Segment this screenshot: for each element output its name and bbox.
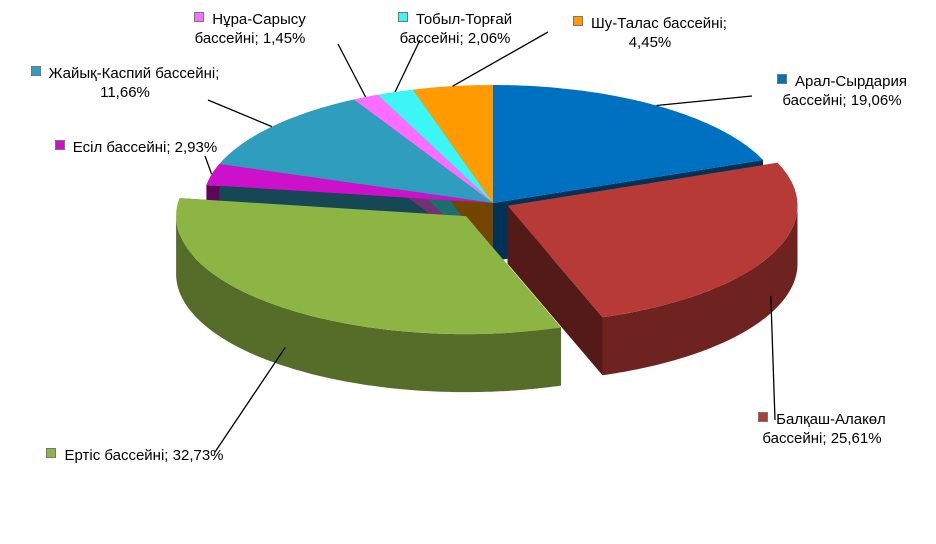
slice [412,85,493,203]
leader-line [770,295,776,421]
value-label: 1,45% [262,30,306,47]
data-label: Шу-Талас бассейні; 4,45% [550,14,750,52]
legend-key [54,140,65,150]
category-name: Шу-Талас бассейні; [591,15,727,32]
value-label: 32,73% [172,447,224,464]
legend-key [30,66,41,76]
legend-key [46,448,57,458]
category-name: Есіл бассейні; [72,139,171,156]
category-name: Арал-Сырдария бассейні; [782,73,907,109]
legend-key [777,74,787,84]
leader-line [452,31,549,87]
slice [206,163,493,203]
leader-line [204,155,213,175]
data-label: Балқаш-Алакөл бассейні; 25,61% [732,410,912,448]
data-label: Жайық-Каспий бассейні; 11,66% [30,64,220,102]
data-label: Арал-Сырдария бассейні; 19,06% [757,72,927,110]
leader-line [337,43,367,98]
slice [219,99,493,203]
leader-line [656,95,753,107]
legend-key [758,412,769,422]
slice [353,94,493,203]
slice [493,85,764,203]
value-label: 2,93% [174,139,218,156]
data-label: Есіл бассейні; 2,93% [51,138,221,157]
slice [377,89,493,203]
slice [176,198,561,335]
legend-key [573,16,584,26]
leader-line [214,346,286,453]
slice-wall [176,216,561,393]
slice-wall [602,205,798,376]
slice-side [507,205,603,376]
category-name: Жайық-Каспий бассейні; [48,65,220,82]
leader-line [394,39,421,93]
category-name: Нұра-Сарысу бассейні; [194,11,306,47]
category-name: Тобыл-Торғай бассейні; [399,11,513,47]
slice [507,162,798,318]
value-label: 19,06% [850,92,902,109]
category-name: Ертіс бассейні; [64,447,169,464]
value-label: 4,45% [628,34,672,51]
category-name: Балқаш-Алакөл бассейні; [762,411,886,447]
data-label: Тобыл-Торғай бассейні; 2,06% [370,10,540,48]
legend-key [397,12,408,22]
value-label: 25,61% [830,430,882,447]
value-label: 11,66% [100,84,150,101]
data-label: Ертіс бассейні; 32,73% [40,446,230,465]
value-label: 2,06% [467,30,511,47]
legend-key [194,12,205,22]
data-label: Нұра-Сарысу бассейні; 1,45% [165,10,335,48]
leader-line [207,99,273,128]
